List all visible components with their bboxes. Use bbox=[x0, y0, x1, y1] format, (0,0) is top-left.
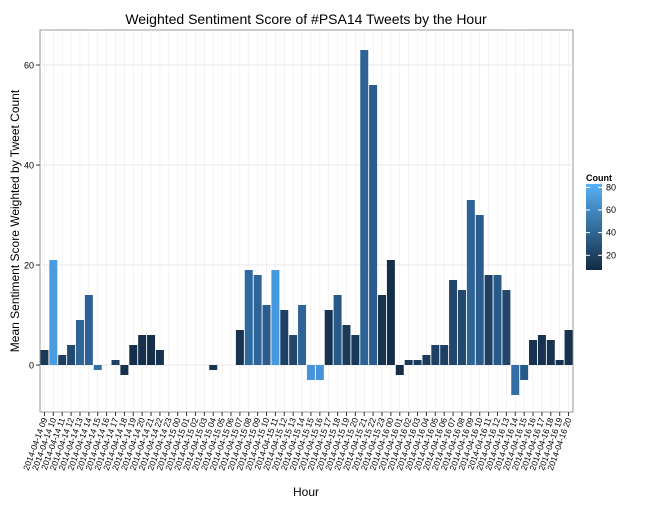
bar bbox=[244, 270, 253, 365]
bar bbox=[147, 335, 156, 365]
y-tick-label: 20 bbox=[24, 261, 34, 271]
x-axis-title: Hour bbox=[293, 485, 319, 499]
bar bbox=[138, 335, 147, 365]
y-axis-title: Mean Sentiment Score Weighted by Tweet C… bbox=[8, 89, 22, 352]
bar bbox=[58, 355, 67, 365]
bar bbox=[262, 305, 271, 365]
bar bbox=[395, 365, 404, 375]
bar bbox=[155, 350, 164, 365]
bar bbox=[466, 200, 475, 365]
bar bbox=[120, 365, 129, 375]
bar bbox=[40, 350, 49, 365]
panel bbox=[39, 29, 574, 413]
bar bbox=[431, 345, 440, 365]
bar bbox=[209, 365, 218, 370]
bar bbox=[333, 295, 342, 365]
bar bbox=[511, 365, 520, 395]
bar bbox=[289, 335, 298, 365]
bar bbox=[404, 360, 413, 365]
bar bbox=[440, 345, 449, 365]
y-tick-label: 40 bbox=[24, 161, 34, 171]
bar bbox=[413, 360, 422, 365]
bar bbox=[84, 295, 93, 365]
bar bbox=[67, 345, 76, 365]
bar bbox=[422, 355, 431, 365]
bar bbox=[360, 50, 369, 365]
bar bbox=[235, 330, 244, 365]
bar bbox=[324, 310, 333, 365]
bar bbox=[520, 365, 529, 380]
bar bbox=[555, 360, 564, 365]
bar bbox=[280, 310, 289, 365]
bar bbox=[449, 280, 458, 365]
bar bbox=[369, 85, 378, 365]
bar bbox=[49, 260, 58, 365]
y-tick-label: 0 bbox=[29, 361, 34, 371]
bar bbox=[475, 215, 484, 365]
bar bbox=[378, 295, 387, 365]
bar bbox=[253, 275, 262, 365]
bar bbox=[529, 340, 538, 365]
bar bbox=[351, 335, 360, 365]
bar bbox=[537, 335, 546, 365]
legend-tick-label: 40 bbox=[606, 228, 616, 238]
bar bbox=[315, 365, 324, 380]
y-tick-label: 60 bbox=[24, 61, 34, 71]
bar bbox=[75, 320, 84, 365]
bar bbox=[93, 365, 102, 370]
bar bbox=[306, 365, 315, 380]
legend-tick-label: 60 bbox=[606, 205, 616, 215]
bar bbox=[493, 275, 502, 365]
bar bbox=[386, 260, 395, 365]
bar bbox=[457, 290, 466, 365]
legend-tick-label: 20 bbox=[606, 250, 616, 260]
bar bbox=[342, 325, 351, 365]
bar bbox=[111, 360, 120, 365]
legend-colorbar bbox=[586, 184, 602, 270]
bar bbox=[129, 345, 138, 365]
legend-title: Count bbox=[586, 173, 612, 183]
legend-tick-label: 80 bbox=[606, 182, 616, 192]
chart-title: Weighted Sentiment Score of #PSA14 Tweet… bbox=[125, 11, 487, 27]
bar bbox=[502, 290, 511, 365]
bar bbox=[298, 305, 307, 365]
bar bbox=[546, 340, 555, 365]
bar bbox=[564, 330, 573, 365]
bar bbox=[484, 275, 493, 365]
bar bbox=[271, 270, 280, 365]
